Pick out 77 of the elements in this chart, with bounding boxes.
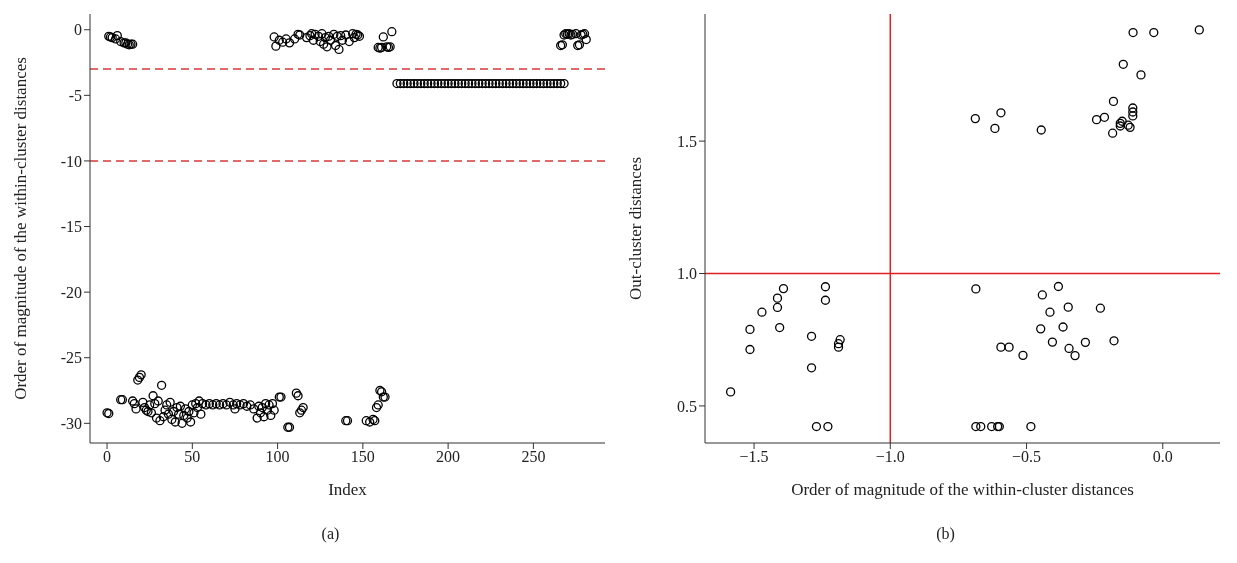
point — [1058, 322, 1068, 332]
point — [1036, 125, 1046, 135]
point — [1080, 337, 1091, 348]
point — [823, 421, 833, 432]
point — [1037, 290, 1047, 300]
point — [820, 295, 831, 305]
x-tick-label: 50 — [184, 448, 201, 466]
point — [757, 307, 767, 317]
x-tick-label: 0.0 — [1152, 448, 1173, 466]
point — [1109, 336, 1119, 346]
y-tick-label: 1.5 — [677, 132, 697, 150]
point — [1045, 307, 1055, 317]
y-tick-label: -30 — [60, 415, 82, 432]
x-axis-title: Index — [328, 480, 368, 499]
x-tick-label: −0.5 — [1012, 448, 1042, 466]
point — [772, 302, 783, 313]
point — [971, 284, 981, 294]
point — [1118, 59, 1128, 69]
x-axis-title: Order of magnitude of the within-cluster distances — [791, 480, 1134, 499]
point — [806, 331, 817, 341]
x-tick-label: −1.5 — [739, 448, 769, 466]
point — [1053, 281, 1064, 292]
text: (b) — [936, 525, 955, 543]
y-tick-label: -20 — [60, 283, 82, 301]
point — [745, 344, 755, 355]
x-tick-label: 250 — [521, 448, 546, 466]
x-tick-label: 100 — [265, 448, 290, 466]
x-tick-label: 0 — [103, 448, 112, 466]
point — [996, 342, 1006, 352]
point — [990, 123, 1000, 134]
point — [778, 283, 789, 294]
point — [775, 322, 785, 333]
point — [820, 282, 831, 292]
y-tick-label: 1.0 — [677, 265, 697, 283]
y-tick-label: -10 — [60, 152, 82, 170]
point — [1063, 302, 1073, 312]
point — [1128, 27, 1138, 38]
point — [1149, 27, 1159, 38]
y-tick-label: 0.5 — [677, 397, 697, 415]
point — [996, 108, 1006, 118]
point — [1099, 112, 1110, 122]
point — [1004, 342, 1014, 352]
x-tick-label: 150 — [350, 448, 375, 466]
point — [1128, 107, 1138, 117]
text: (a) — [321, 525, 340, 543]
point — [1095, 303, 1106, 313]
point — [976, 421, 986, 432]
y-axis-title: Out-cluster distances — [626, 156, 646, 301]
point — [806, 363, 817, 373]
point — [835, 335, 845, 345]
point — [1136, 70, 1146, 80]
y-tick-label: -15 — [60, 218, 82, 236]
point — [1108, 96, 1119, 107]
y-tick-label: -25 — [60, 349, 82, 367]
point — [1070, 350, 1080, 361]
point — [1107, 128, 1118, 138]
point — [1064, 343, 1074, 354]
point — [1036, 324, 1046, 334]
point — [745, 324, 755, 335]
point — [1194, 25, 1204, 35]
point — [971, 421, 981, 432]
y-tick-label: -5 — [68, 87, 82, 105]
point — [1018, 350, 1028, 360]
x-tick-label: 200 — [436, 448, 461, 466]
y-axis-title: Order of magnitude of the within-cluster distances — [11, 57, 31, 400]
point — [1047, 337, 1058, 347]
point — [1026, 421, 1036, 432]
point — [970, 113, 980, 124]
point — [1091, 115, 1102, 125]
point — [987, 421, 997, 432]
point — [772, 293, 783, 303]
point — [811, 421, 822, 432]
point — [725, 387, 736, 397]
point — [1128, 103, 1138, 113]
x-tick-label: −1.0 — [875, 448, 905, 466]
point — [1128, 111, 1138, 121]
y-tick-label: 0 — [74, 21, 82, 39]
